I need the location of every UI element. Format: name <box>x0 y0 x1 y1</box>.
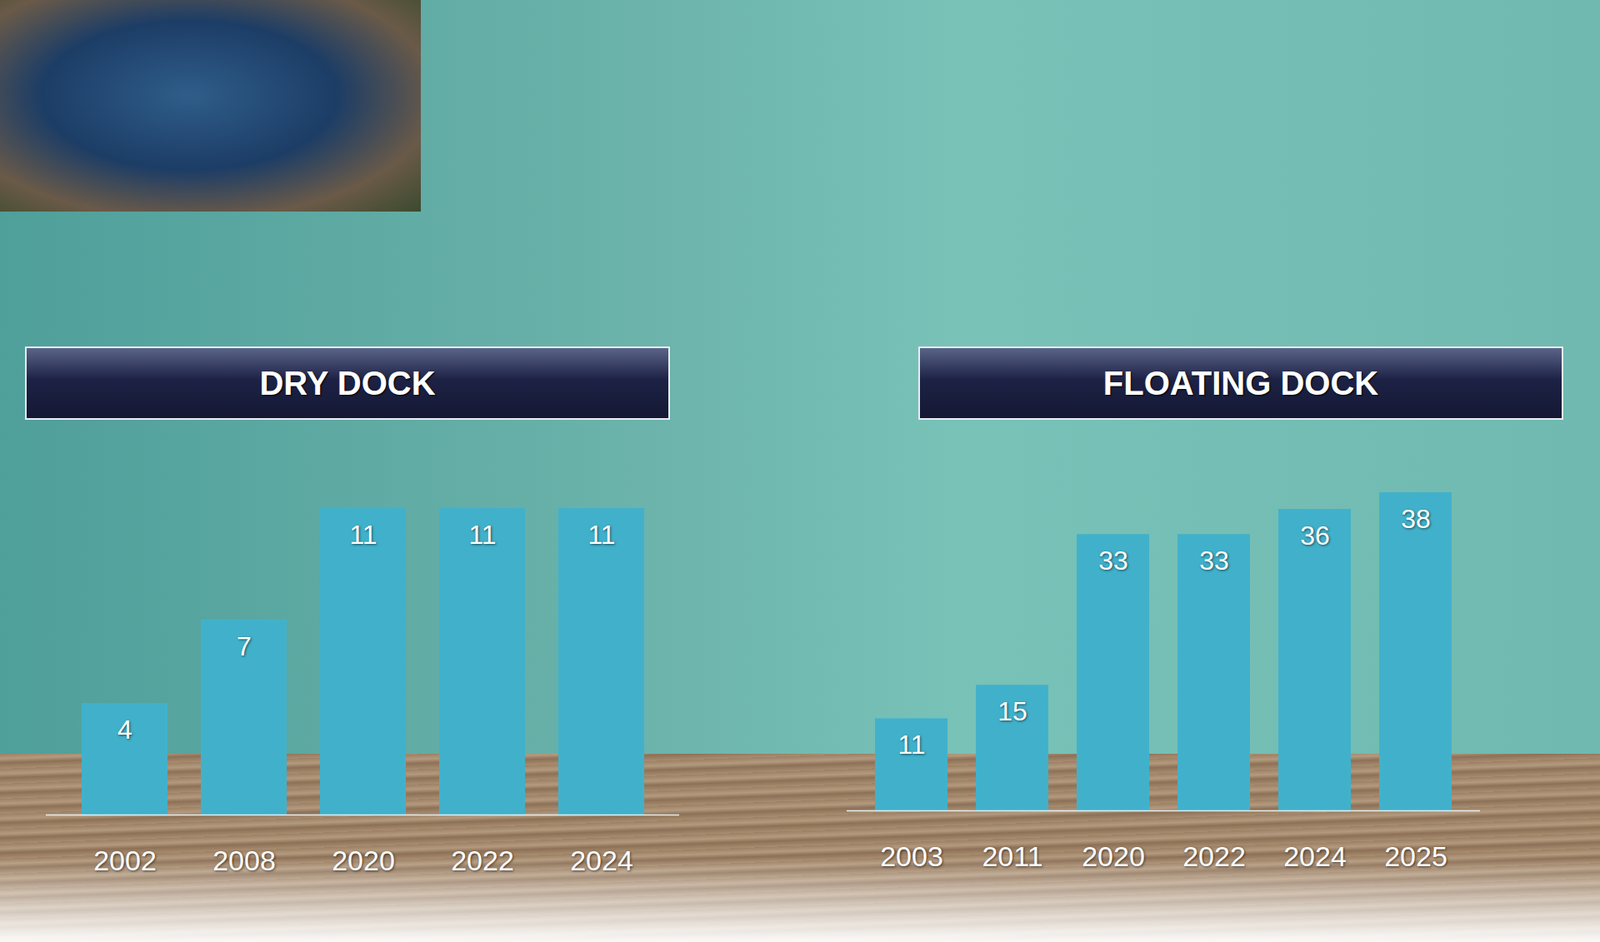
svg-text:2025: 2025 <box>1384 840 1448 873</box>
html-text:FLOATING DOCK: FLOATING DOCK <box>1103 364 1379 402</box>
svg-text:2003: 2003 <box>880 840 944 873</box>
svg-text:2022: 2022 <box>450 845 515 877</box>
html-text:DRY DOCK: DRY DOCK <box>259 364 436 402</box>
svg-text:33: 33 <box>1199 545 1230 576</box>
svg-text:36: 36 <box>1300 520 1330 551</box>
svg-text:2011: 2011 <box>981 840 1043 873</box>
svg-text:2002: 2002 <box>93 845 157 877</box>
svg-text:38: 38 <box>1400 504 1431 535</box>
svg-text:2008: 2008 <box>212 845 276 877</box>
svg-text:33: 33 <box>1098 545 1129 576</box>
svg-text:11: 11 <box>587 520 615 550</box>
svg-text:4: 4 <box>117 715 133 745</box>
svg-text:11: 11 <box>349 520 377 550</box>
svg-text:11: 11 <box>897 730 925 760</box>
svg-text:2024: 2024 <box>570 845 634 877</box>
svg-text:2024: 2024 <box>1283 840 1347 873</box>
svg-text:2022: 2022 <box>1182 840 1246 873</box>
svg-text:11: 11 <box>468 520 496 550</box>
svg-text:15: 15 <box>997 696 1028 727</box>
svg-text:2020: 2020 <box>331 845 395 877</box>
svg-text:7: 7 <box>236 631 252 662</box>
svg-text:2020: 2020 <box>1081 840 1145 873</box>
